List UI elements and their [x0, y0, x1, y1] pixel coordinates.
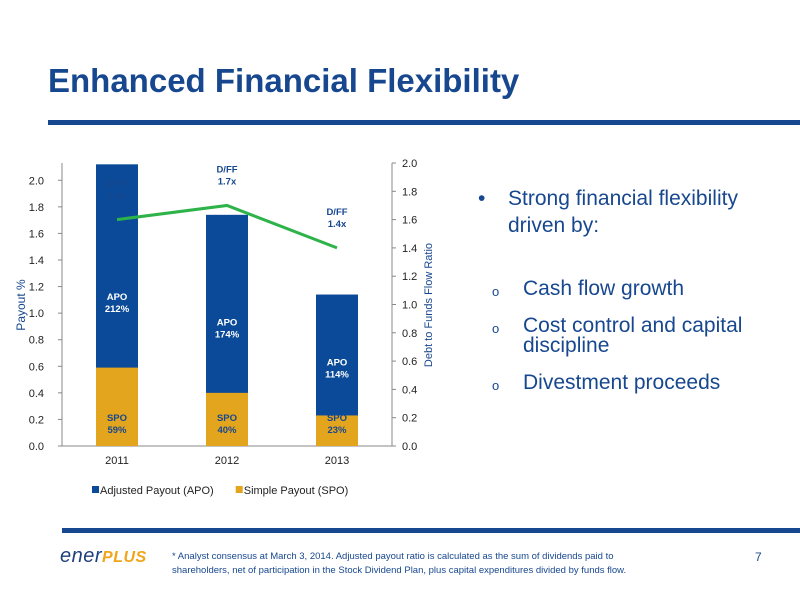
value-label: 212%: [105, 304, 130, 315]
x-tick-label: 2012: [215, 455, 239, 467]
y2-tick-label: 1.4: [402, 243, 417, 255]
y2-axis-label: Debt to Funds Flow Ratio: [423, 243, 435, 367]
bar-label: SPO: [107, 413, 127, 424]
value-label: 114%: [325, 369, 349, 380]
bar: [206, 392, 248, 446]
y-tick-label: 1.8: [29, 202, 44, 214]
y-tick-label: 1.4: [29, 255, 44, 267]
logo-text: ener: [60, 545, 103, 567]
line: [116, 203, 338, 250]
footer-rule: [62, 528, 800, 533]
y-tick-label: 0.2: [29, 414, 44, 426]
y-tick-label: 1.0: [29, 308, 44, 320]
legend-swatch: [92, 486, 99, 493]
y2-tick-label: 2.0: [402, 158, 417, 170]
value-label: 1.4x: [328, 219, 347, 230]
y2-tick-label: 0.0: [402, 441, 417, 453]
bar-label: SPO: [327, 413, 347, 424]
bar-label: APO: [107, 292, 128, 303]
legend-label: Simple Payout (SPO): [244, 485, 349, 497]
line-label: D/FF: [326, 207, 347, 218]
value-label: 174%: [215, 329, 240, 340]
title-rule: [48, 120, 800, 125]
y-tick-label: 0.8: [29, 335, 44, 347]
y-tick-label: 0.6: [29, 361, 44, 373]
sub-bullet: Cost control and capital discipline: [478, 315, 778, 356]
y2-tick-label: 0.4: [402, 384, 417, 396]
legend-label: Adjusted Payout (APO): [100, 485, 214, 497]
bar: [316, 415, 358, 446]
bar-label: APO: [327, 357, 348, 368]
y-tick-label: 0.0: [29, 441, 44, 453]
y2-tick-label: 1.2: [402, 271, 417, 283]
y-tick-label: 1.2: [29, 282, 44, 294]
y-tick-label: 2.0: [29, 175, 44, 187]
value-label: 1.7x: [218, 176, 237, 187]
line-label: D/FF: [106, 179, 127, 190]
x-tick-label: 2011: [105, 455, 129, 467]
line-label: D/FF: [216, 164, 237, 175]
y2-tick-label: 1.8: [402, 186, 417, 198]
y-tick-label: 0.4: [29, 388, 44, 400]
y-tick-label: 1.6: [29, 228, 44, 240]
x-tick-label: 2013: [325, 455, 349, 467]
bar: [96, 367, 138, 446]
value-label: 23%: [327, 425, 347, 436]
sub-bullet: Divestment proceeds: [478, 372, 778, 396]
slide-title: Enhanced Financial Flexibility: [48, 62, 520, 99]
value-label: 59%: [107, 425, 127, 436]
bar-label: APO: [217, 317, 238, 328]
bullet-list: Strong financial flexibility driven by: …: [478, 185, 778, 396]
y2-tick-label: 0.2: [402, 413, 417, 425]
value-label: 1.6x: [108, 191, 127, 202]
y2-tick-label: 1.0: [402, 300, 417, 312]
y2-tick-label: 0.8: [402, 328, 417, 340]
y2-tick-label: 0.6: [402, 356, 417, 368]
footnote: * Analyst consensus at March 3, 2014. Ad…: [172, 551, 627, 576]
logo: enerPLUS: [60, 545, 147, 568]
logo-text: PLUS: [102, 549, 147, 566]
value-label: 40%: [217, 425, 237, 436]
bar-label: SPO: [217, 413, 237, 424]
bullet: Strong financial flexibility driven by:: [478, 185, 778, 239]
sub-bullet: Cash flow growth: [478, 278, 778, 302]
page-number: 7: [755, 550, 762, 564]
y2-tick-label: 1.6: [402, 215, 417, 227]
legend-swatch: [235, 486, 243, 493]
y-axis-label: Payout %: [14, 279, 28, 331]
